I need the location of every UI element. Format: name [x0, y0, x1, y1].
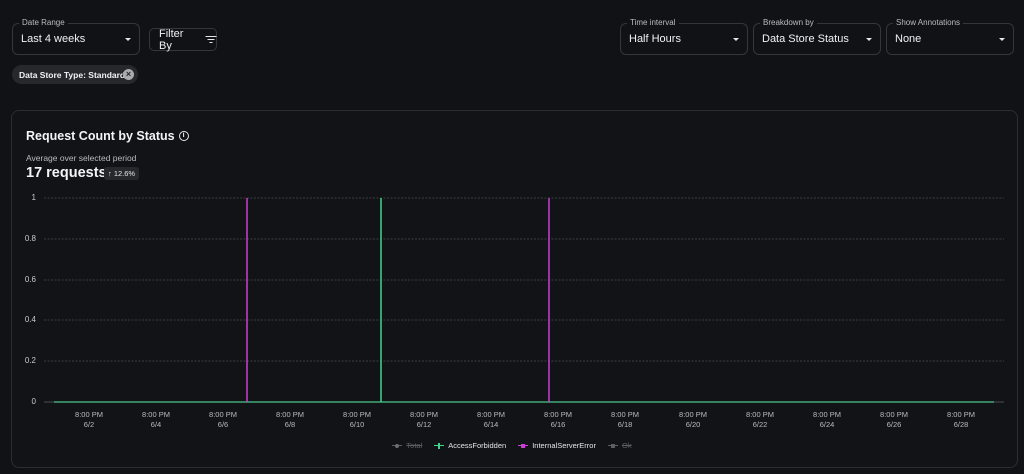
card-title: Request Count by Status i — [26, 129, 189, 143]
metric-value: 17 requests — [26, 165, 107, 181]
show-annotations-value: None — [895, 33, 922, 45]
caret-down-icon — [999, 38, 1005, 41]
breakdown-by-label: Breakdown by — [760, 17, 817, 29]
x-tick: 8:00 PM 6/14 — [477, 410, 505, 429]
y-tick: 0.2 — [24, 356, 36, 365]
legend-item-access-forbidden[interactable]: AccessForbidden — [434, 441, 506, 450]
filter-icon — [205, 35, 217, 44]
show-annotations-label: Show Annotations — [893, 17, 964, 29]
x-tick: 8:00 PM 6/18 — [611, 410, 639, 429]
delta-badge: ↑ 12.6% — [104, 167, 140, 180]
x-tick: 8:00 PM 6/20 — [679, 410, 707, 429]
x-tick: 8:00 PM 6/4 — [142, 410, 170, 429]
card-title-text: Request Count by Status — [26, 129, 175, 143]
x-tick: 8:00 PM 6/22 — [746, 410, 774, 429]
info-icon[interactable]: i — [178, 131, 189, 141]
x-tick: 8:00 PM 6/10 — [343, 410, 371, 429]
caret-down-icon — [733, 38, 739, 41]
y-tick: 0.6 — [24, 275, 36, 284]
circle-marker-icon — [392, 443, 403, 449]
caret-down-icon — [125, 38, 131, 41]
date-range-label: Date Range — [19, 17, 68, 29]
filter-chip-data-store-type: Data Store Type: Standard × — [12, 65, 138, 84]
x-tick: 8:00 PM 6/2 — [75, 410, 103, 429]
x-tick: 8:00 PM 6/6 — [209, 410, 237, 429]
plus-marker-icon — [434, 442, 445, 449]
y-tick: 0.4 — [24, 315, 36, 324]
x-tick: 8:00 PM 6/16 — [544, 410, 572, 429]
close-circle-icon[interactable]: × — [123, 69, 134, 80]
chart-legend: Total AccessForbidden InternalServerErro… — [0, 441, 1024, 450]
y-tick: 0 — [31, 397, 36, 406]
date-range-select[interactable]: Date Range Last 4 weeks — [12, 17, 140, 55]
card-subtitle: Average over selected period — [26, 153, 137, 163]
x-tick: 8:00 PM 6/24 — [813, 410, 841, 429]
show-annotations-select[interactable]: Show Annotations None — [886, 17, 1014, 55]
x-tick: 8:00 PM 6/12 — [410, 410, 438, 429]
date-range-value: Last 4 weeks — [21, 33, 86, 45]
breakdown-by-value: Data Store Status — [762, 33, 849, 45]
y-tick: 1 — [31, 193, 36, 202]
time-interval-label: Time interval — [627, 17, 679, 29]
filter-by-label: Filter By — [159, 27, 184, 52]
x-tick: 8:00 PM 6/28 — [947, 410, 975, 429]
triangle-marker-icon — [607, 443, 618, 449]
caret-down-icon — [866, 38, 872, 41]
time-interval-select[interactable]: Time interval Half Hours — [620, 17, 748, 55]
x-tick: 8:00 PM 6/26 — [880, 410, 908, 429]
legend-item-ok[interactable]: Ok — [607, 441, 632, 450]
legend-item-internal-server-error[interactable]: InternalServerError — [518, 441, 596, 450]
breakdown-by-select[interactable]: Breakdown by Data Store Status — [753, 17, 881, 55]
time-interval-value: Half Hours — [629, 33, 681, 45]
y-tick: 0.8 — [24, 234, 36, 243]
gridlines — [44, 197, 1004, 362]
request-count-card: Request Count by Status i Average over s… — [11, 110, 1018, 468]
legend-item-total[interactable]: Total — [392, 441, 422, 450]
x-tick: 8:00 PM 6/8 — [276, 410, 304, 429]
square-marker-icon — [518, 443, 529, 449]
filter-by-button[interactable]: Filter By — [149, 27, 217, 52]
filter-chip-label: Data Store Type: Standard — [19, 69, 126, 80]
